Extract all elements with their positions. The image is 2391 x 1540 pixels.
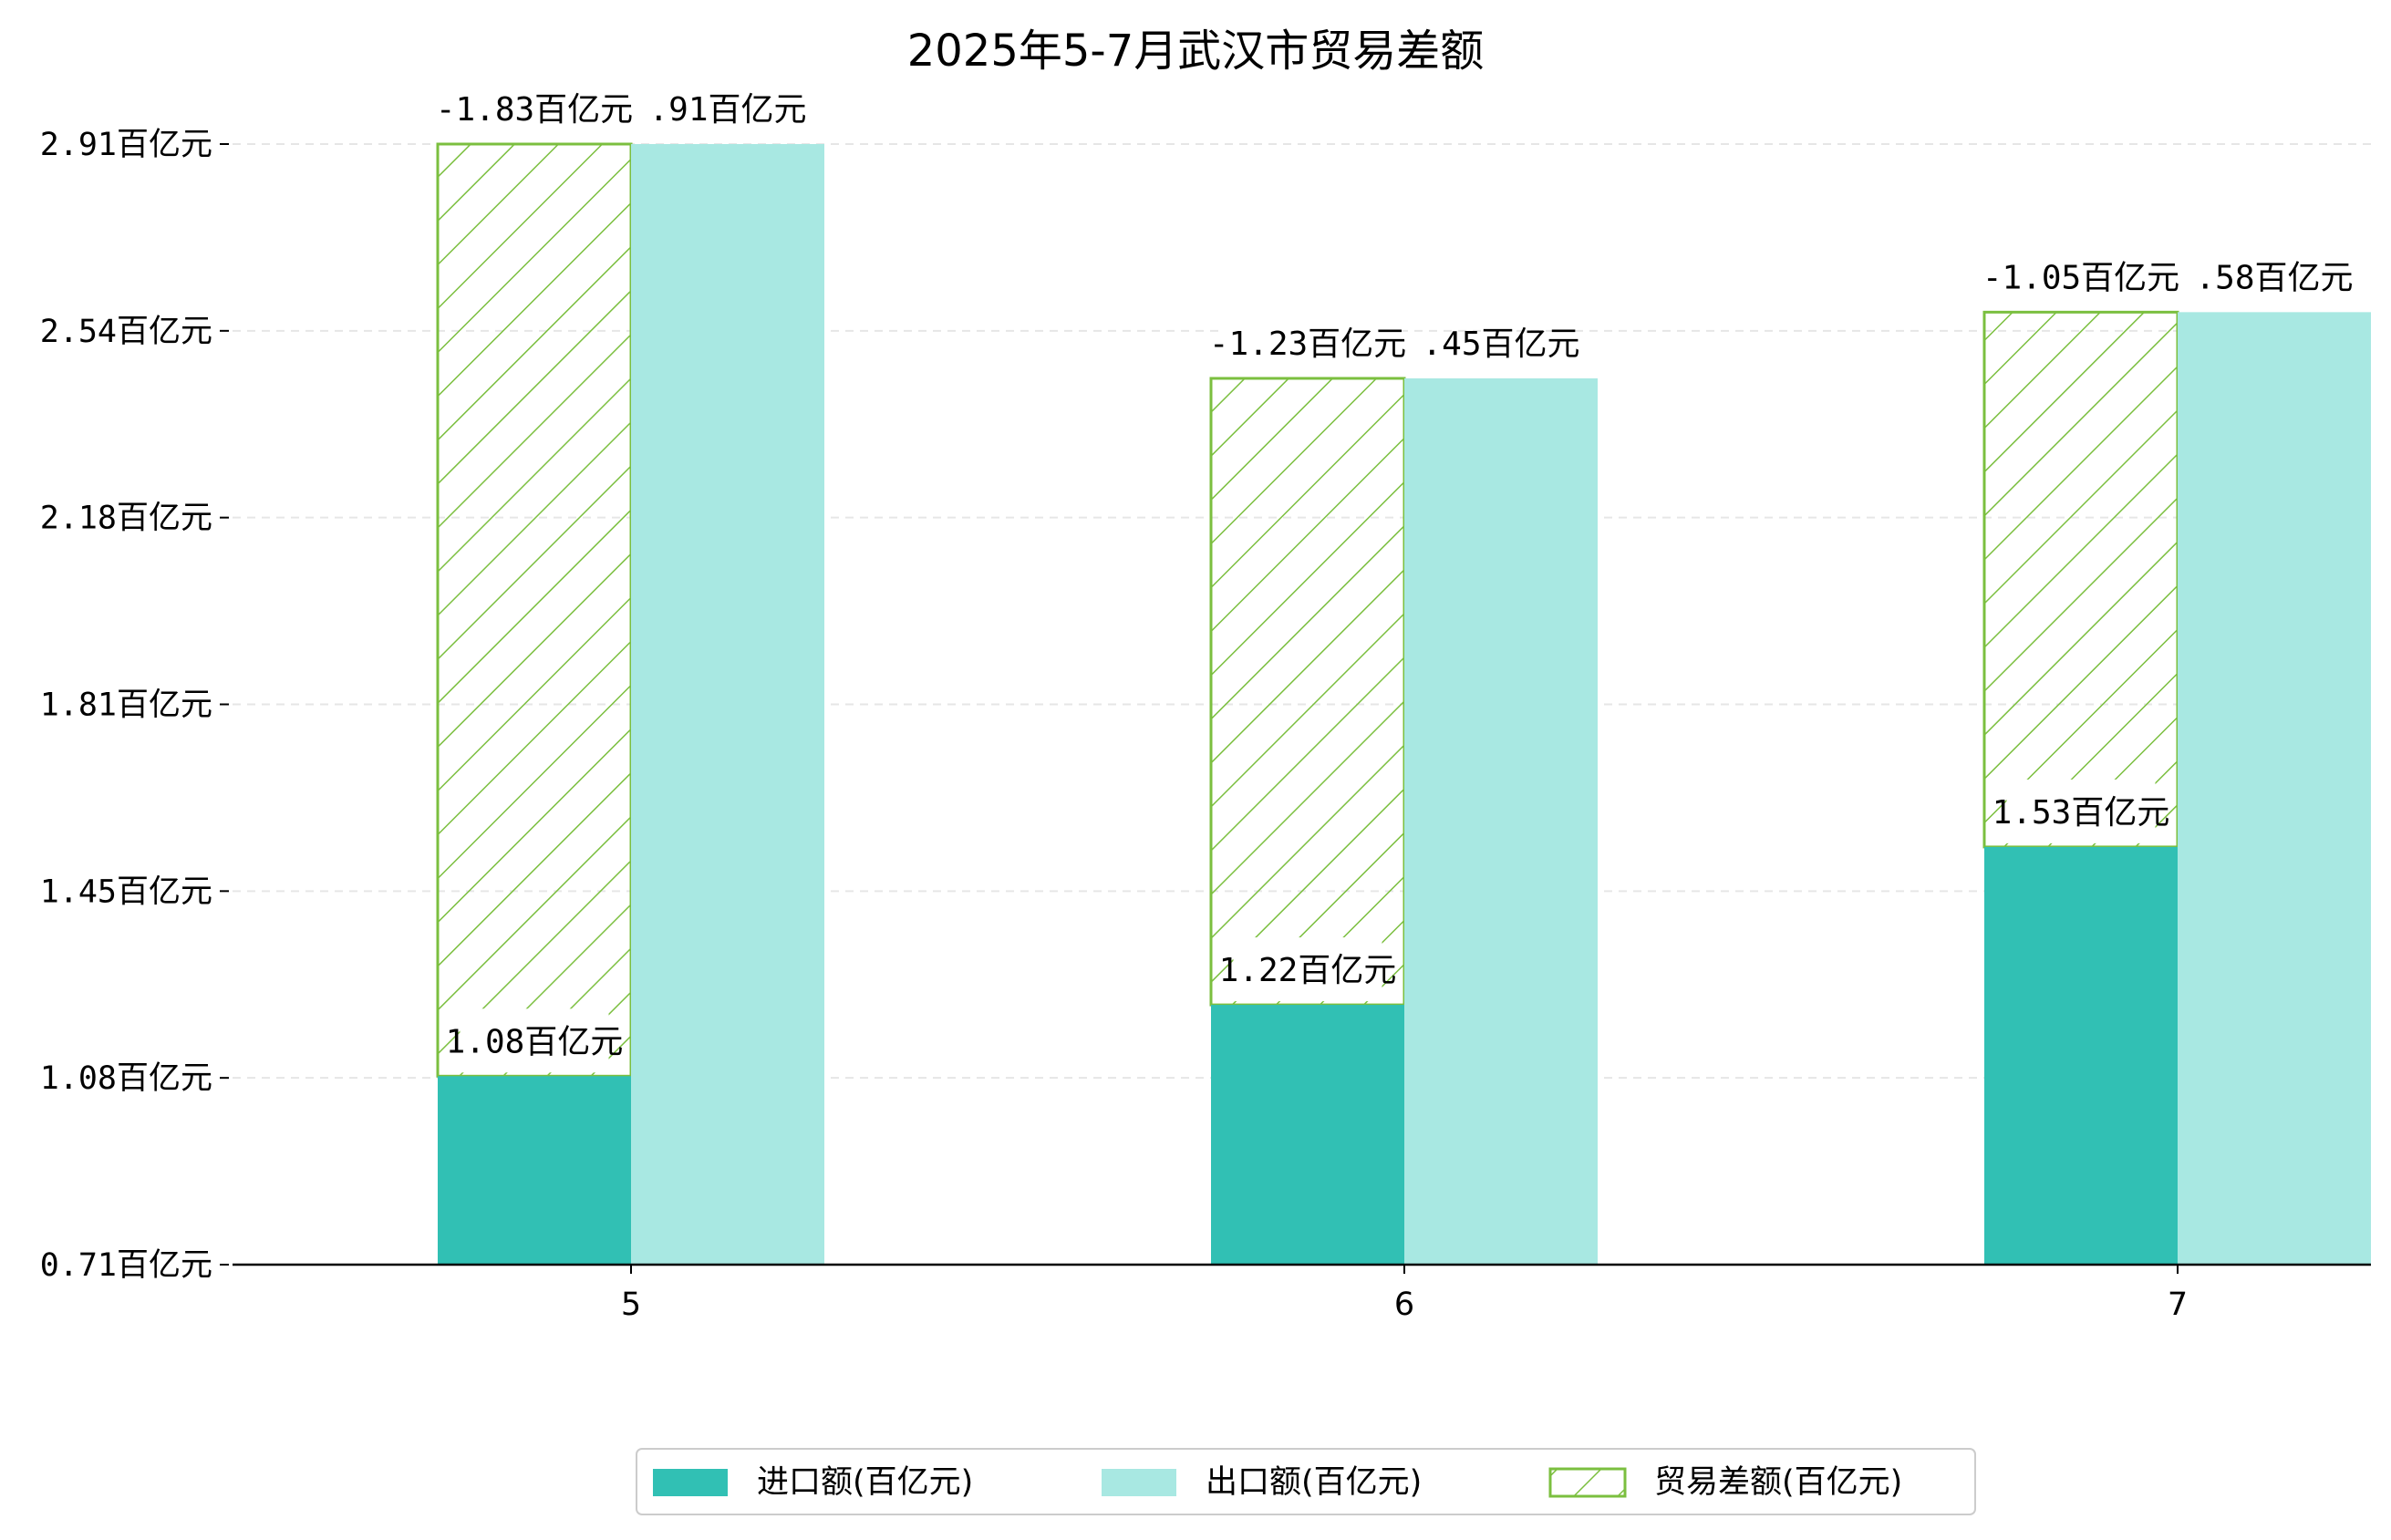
- export-value-label: .45百亿元: [1422, 326, 1579, 363]
- legend-frame: [636, 1448, 1976, 1515]
- balance-value-label: -1.05百亿元: [1982, 259, 2179, 296]
- y-tick-label: 1.45百亿元: [40, 873, 212, 910]
- x-tick-label: 7: [2168, 1287, 2188, 1323]
- import-bar: [1211, 1005, 1404, 1265]
- y-tick-label: 0.71百亿元: [40, 1247, 212, 1284]
- y-tick-label: 1.81百亿元: [40, 687, 212, 724]
- legend-swatch: [653, 1469, 728, 1496]
- export-bar: [1404, 377, 1598, 1265]
- import-value-label-bg: [2006, 779, 2156, 843]
- y-tick-label: 2.54百亿元: [40, 314, 212, 350]
- balance-value-label-bg: [1225, 310, 1391, 375]
- import-value-label: 1.22百亿元: [1219, 952, 1397, 989]
- export-bar: [631, 144, 824, 1265]
- data-labels: -1.83百亿元 .91百亿元 1.08百亿元 -1.23百亿元 .45百亿元 1.22百…: [436, 77, 2354, 1073]
- legend-label: 出口额(百亿元): [1206, 1464, 1422, 1501]
- import-value-label-bg: [460, 1008, 609, 1073]
- legend-swatch-balance: [1548, 1467, 1627, 1498]
- balance-bar: [436, 142, 633, 1078]
- x-tick-label: 5: [621, 1287, 641, 1323]
- import-value-label: 1.53百亿元: [1992, 794, 2170, 832]
- legend-swatch: [1102, 1469, 1176, 1496]
- legend-label: 贸易差额(百亿元): [1654, 1464, 1902, 1501]
- balance-bar: [1209, 377, 1406, 1007]
- bars: [436, 142, 2371, 1266]
- export-value-label: .58百亿元: [2195, 259, 2353, 296]
- export-value-label: .91百亿元: [648, 91, 806, 129]
- axes: 0.71百亿元 1.08百亿元 1.45百亿元 1.81百亿元 2.18百亿元 2.54百…: [40, 127, 2371, 1323]
- import-bar: [438, 1076, 631, 1265]
- import-value-label: 1.08百亿元: [446, 1023, 624, 1060]
- y-tick-label: 1.08百亿元: [40, 1060, 212, 1097]
- import-bar: [1984, 846, 2178, 1265]
- balance-value-label-bg: [451, 77, 617, 140]
- balance-bar: [1982, 310, 2179, 849]
- legend-label: 进口额(百亿元): [757, 1464, 973, 1501]
- x-tick-label: 6: [1394, 1287, 1414, 1323]
- export-bar: [2178, 312, 2371, 1266]
- balance-value-label-bg: [1998, 244, 2164, 309]
- chart-title: 2025年5-7月武汉市贸易差额: [907, 26, 1485, 77]
- balance-value-label: -1.23百亿元: [1209, 326, 1406, 363]
- y-tick-label: 2.18百亿元: [40, 501, 212, 537]
- legend: 进口额(百亿元) 出口额(百亿元) 贸易差额(百亿元): [636, 1448, 1976, 1515]
- import-value-label-bg: [1233, 937, 1382, 1002]
- balance-value-label: -1.83百亿元: [436, 91, 633, 129]
- y-tick-label: 2.91百亿元: [40, 127, 212, 163]
